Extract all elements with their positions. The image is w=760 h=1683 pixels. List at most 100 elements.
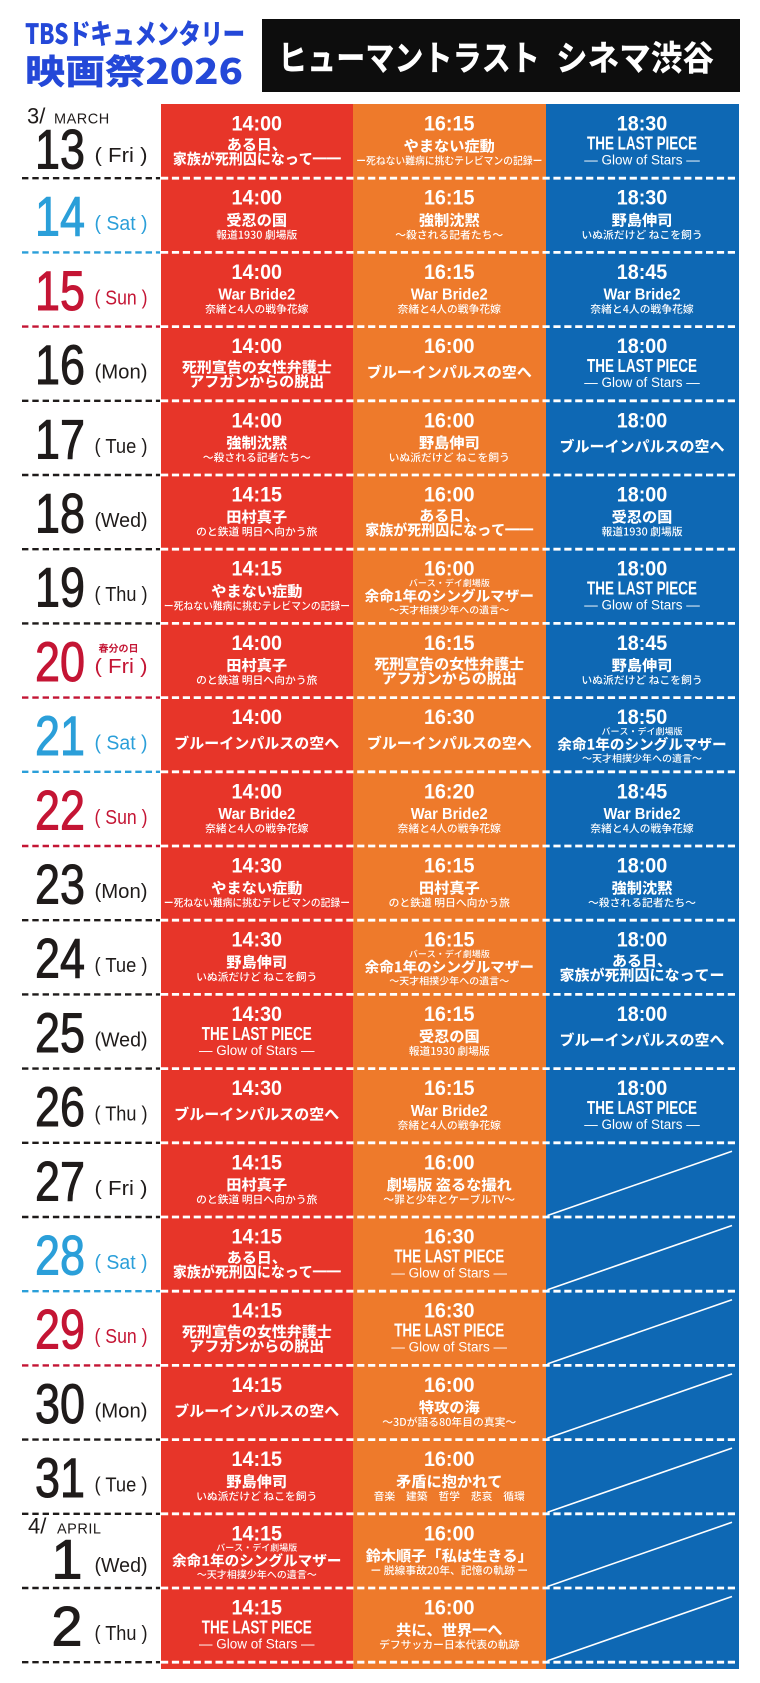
svg-text:( Thu ): ( Thu ) [95, 1104, 148, 1126]
svg-text:16:00: 16:00 [424, 557, 475, 581]
svg-text:28: 28 [35, 1224, 85, 1287]
svg-text:THE LAST PIECE: THE LAST PIECE [587, 132, 697, 153]
svg-text:16:15: 16:15 [424, 928, 475, 952]
svg-text:THE LAST PIECE: THE LAST PIECE [587, 578, 697, 599]
svg-text:( Fri ): ( Fri ) [95, 1178, 148, 1200]
svg-text:18:30: 18:30 [617, 186, 668, 210]
svg-text:(Mon): (Mon) [95, 881, 148, 903]
svg-text:16:30: 16:30 [424, 705, 475, 729]
svg-text:War Bride2: War Bride2 [218, 287, 295, 304]
svg-text:14:15: 14:15 [232, 1150, 283, 1174]
svg-text:18:00: 18:00 [617, 334, 668, 358]
svg-text:14:15: 14:15 [232, 1299, 283, 1323]
svg-text:18:00: 18:00 [617, 1002, 668, 1026]
svg-text:( Fri ): ( Fri ) [95, 656, 148, 678]
svg-text:16:20: 16:20 [424, 779, 475, 803]
svg-text:14:15: 14:15 [232, 557, 283, 581]
svg-text:16:00: 16:00 [424, 1596, 475, 1620]
svg-text:14:00: 14:00 [232, 334, 283, 358]
svg-text:(Wed): (Wed) [95, 510, 148, 532]
svg-text:16:00: 16:00 [424, 1447, 475, 1471]
svg-text:23: 23 [35, 853, 85, 916]
svg-text:14:00: 14:00 [232, 705, 283, 729]
svg-text:16:00: 16:00 [424, 408, 475, 432]
svg-text:( Fri ): ( Fri ) [95, 145, 148, 167]
svg-text:16:00: 16:00 [424, 483, 475, 507]
svg-text:THE LAST PIECE: THE LAST PIECE [202, 1616, 312, 1637]
svg-text:31: 31 [35, 1446, 85, 1509]
svg-text:18:00: 18:00 [617, 557, 668, 581]
svg-text:(Mon): (Mon) [95, 1400, 148, 1422]
svg-text:20: 20 [35, 630, 85, 693]
svg-text:26: 26 [35, 1075, 85, 1138]
svg-text:18:45: 18:45 [617, 779, 668, 803]
svg-text:16:15: 16:15 [424, 631, 475, 655]
svg-text:— Glow of Stars —: — Glow of Stars — [391, 1265, 507, 1280]
svg-text:16:15: 16:15 [424, 1076, 475, 1100]
svg-text:14:30: 14:30 [232, 928, 283, 952]
svg-text:14:30: 14:30 [232, 1076, 283, 1100]
svg-text:16:00: 16:00 [424, 1521, 475, 1545]
svg-text:16:00: 16:00 [424, 1373, 475, 1397]
svg-text:18:00: 18:00 [617, 928, 668, 952]
svg-text:3/: 3/ [27, 104, 46, 129]
svg-text:18:00: 18:00 [617, 408, 668, 432]
svg-text:2: 2 [51, 1595, 82, 1658]
svg-text:16:00: 16:00 [424, 334, 475, 358]
svg-text:18:00: 18:00 [617, 1076, 668, 1100]
svg-text:14:00: 14:00 [232, 631, 283, 655]
svg-text:THE LAST PIECE: THE LAST PIECE [394, 1245, 504, 1266]
svg-text:13: 13 [35, 118, 85, 181]
svg-text:18: 18 [35, 482, 85, 545]
svg-text:War Bride2: War Bride2 [411, 806, 488, 823]
svg-text:15: 15 [35, 259, 85, 322]
svg-text:— Glow of Stars —: — Glow of Stars — [199, 1043, 315, 1058]
svg-text:1: 1 [51, 1527, 82, 1590]
svg-text:( Thu ): ( Thu ) [95, 584, 148, 606]
svg-text:War Bride2: War Bride2 [218, 806, 295, 823]
svg-text:War Bride2: War Bride2 [604, 287, 681, 304]
svg-text:( Sat ): ( Sat ) [95, 1252, 148, 1274]
svg-text:( Sat ): ( Sat ) [95, 733, 148, 755]
svg-text:War Bride2: War Bride2 [411, 1103, 488, 1120]
svg-text:16:15: 16:15 [424, 854, 475, 878]
svg-text:( Sun ): ( Sun ) [95, 1326, 148, 1348]
svg-text:17: 17 [35, 407, 85, 470]
svg-text:29: 29 [35, 1298, 85, 1361]
svg-text:— Glow of Stars —: — Glow of Stars — [391, 1340, 507, 1355]
svg-text:14:15: 14:15 [232, 1596, 283, 1620]
svg-text:16:15: 16:15 [424, 186, 475, 210]
svg-text:16:15: 16:15 [424, 112, 475, 136]
svg-text:War Bride2: War Bride2 [604, 806, 681, 823]
svg-text:22: 22 [35, 778, 85, 841]
svg-text:18:45: 18:45 [617, 260, 668, 284]
svg-text:( Tue ): ( Tue ) [95, 1475, 148, 1497]
svg-text:24: 24 [35, 927, 85, 990]
svg-text:14:15: 14:15 [232, 483, 283, 507]
svg-text:— Glow of Stars —: — Glow of Stars — [584, 598, 700, 613]
svg-text:14:00: 14:00 [232, 779, 283, 803]
svg-text:( Tue ): ( Tue ) [95, 436, 148, 458]
svg-text:14:00: 14:00 [232, 408, 283, 432]
svg-text:18:30: 18:30 [617, 112, 668, 136]
svg-text:14:30: 14:30 [232, 854, 283, 878]
svg-text:18:00: 18:00 [617, 483, 668, 507]
svg-text:War Bride2: War Bride2 [411, 287, 488, 304]
svg-text:27: 27 [35, 1149, 85, 1212]
svg-text:16:30: 16:30 [424, 1299, 475, 1323]
svg-text:( Sat ): ( Sat ) [95, 213, 148, 235]
svg-text:14:00: 14:00 [232, 186, 283, 210]
svg-text:— Glow of Stars —: — Glow of Stars — [584, 375, 700, 390]
svg-text:( Tue ): ( Tue ) [95, 955, 148, 977]
svg-text:16:00: 16:00 [424, 1150, 475, 1174]
svg-text:16:15: 16:15 [424, 1002, 475, 1026]
svg-text:( Thu ): ( Thu ) [95, 1623, 148, 1645]
svg-text:14:00: 14:00 [232, 112, 283, 136]
svg-text:THE LAST PIECE: THE LAST PIECE [202, 1023, 312, 1044]
svg-text:19: 19 [35, 556, 85, 619]
svg-text:APRIL: APRIL [57, 1521, 101, 1537]
svg-text:21: 21 [35, 704, 85, 767]
svg-text:14:15: 14:15 [232, 1225, 283, 1249]
svg-text:MARCH: MARCH [54, 112, 110, 128]
svg-text:THE LAST PIECE: THE LAST PIECE [394, 1320, 504, 1341]
